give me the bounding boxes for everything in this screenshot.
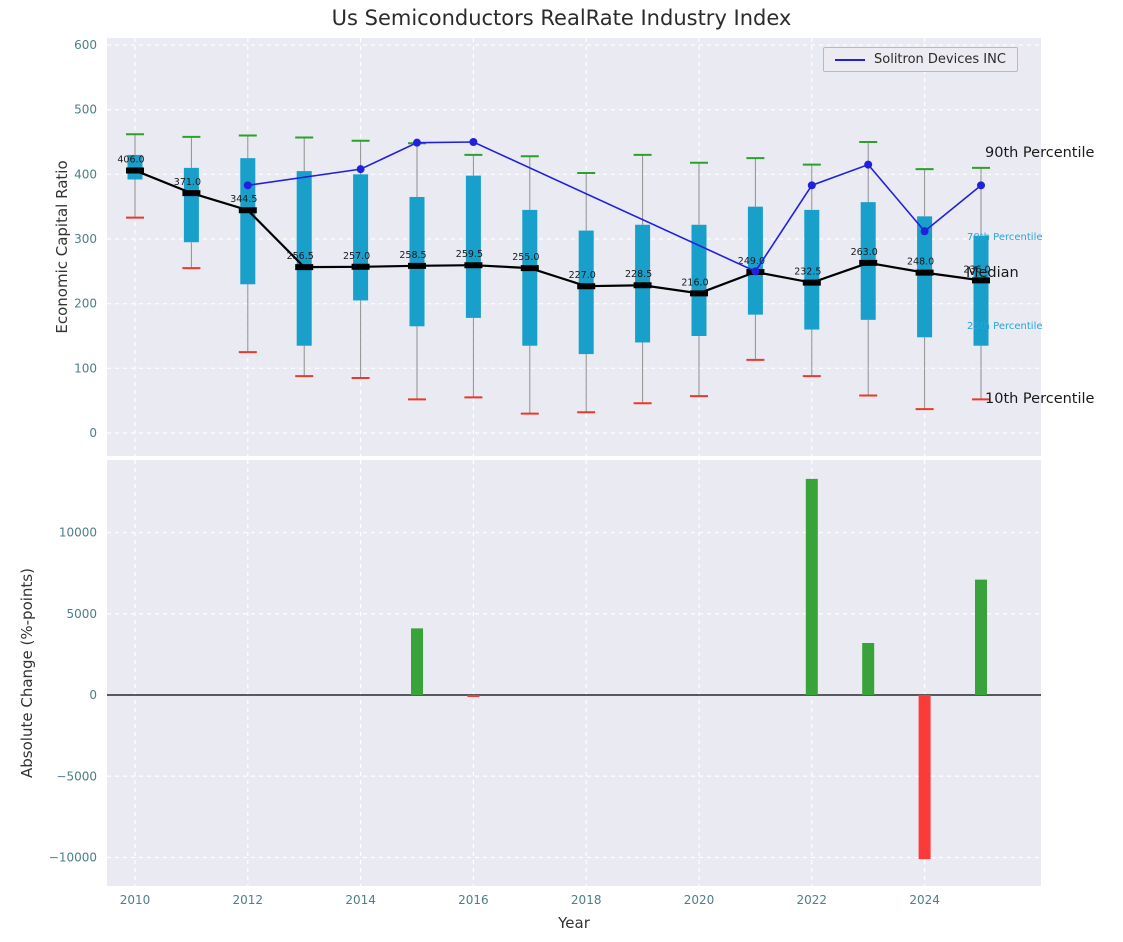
median-value-label: 228.5 — [625, 269, 652, 280]
solitron-point — [751, 267, 760, 276]
x-tick-label: 2010 — [120, 893, 151, 907]
legend: Solitron Devices INC — [823, 47, 1018, 72]
top-y-tick-label: 500 — [74, 103, 97, 117]
median-value-label: 406.0 — [117, 154, 144, 165]
iqr-box — [747, 206, 763, 315]
bottom-panel-bg — [107, 460, 1041, 886]
change-bar — [805, 478, 818, 695]
solitron-point — [243, 181, 252, 190]
iqr-box — [240, 158, 256, 285]
iqr-box — [183, 167, 199, 243]
iqr-box — [353, 174, 369, 301]
median-value-label: 232.5 — [794, 267, 821, 278]
top-y-axis-label: Economic Capital Ratio — [53, 160, 71, 334]
top-y-tick-label: 0 — [89, 426, 97, 440]
x-tick-label: 2012 — [233, 893, 264, 907]
iqr-box — [973, 235, 989, 346]
solitron-point — [356, 165, 365, 174]
median-value-label: 249.0 — [738, 256, 765, 267]
x-axis-label: Year — [558, 914, 590, 932]
iqr-box — [917, 216, 933, 338]
x-tick-label: 2018 — [571, 893, 602, 907]
bottom-y-tick-label: 10000 — [59, 526, 97, 540]
bottom-y-axis-label: Absolute Change (%-points) — [18, 568, 36, 778]
change-bar — [411, 628, 423, 695]
solitron-point — [807, 181, 816, 190]
top-y-tick-label: 300 — [74, 232, 97, 246]
x-tick-label: 2022 — [797, 893, 828, 907]
median-value-label: 248.0 — [907, 257, 934, 268]
iqr-box — [522, 209, 538, 346]
bottom-y-tick-label: −10000 — [49, 851, 97, 865]
change-bar — [918, 695, 931, 860]
change-bar — [862, 643, 875, 695]
bottom-y-tick-label: 0 — [89, 688, 97, 702]
top-y-tick-label: 100 — [74, 361, 97, 375]
solitron-point — [413, 138, 421, 147]
x-tick-label: 2024 — [909, 893, 940, 907]
median-value-label: 227.0 — [569, 270, 596, 281]
change-bar — [467, 695, 480, 697]
percentile-annotation: 70th Percentile — [967, 232, 1043, 243]
median-value-label: 344.5 — [230, 194, 257, 205]
iqr-box — [578, 230, 594, 355]
median-value-label: 255.0 — [512, 252, 539, 263]
percentile-annotation: 25th Percentile — [967, 320, 1043, 332]
x-tick-label: 2014 — [345, 893, 376, 907]
percentile-annotation: 10th Percentile — [985, 390, 1095, 407]
iqr-box — [465, 175, 481, 318]
top-panel-bg — [107, 38, 1041, 456]
iqr-box — [804, 209, 820, 330]
legend-line-sample — [835, 58, 865, 61]
chart-title: Us Semiconductors RealRate Industry Inde… — [331, 6, 792, 30]
bottom-y-tick-label: −5000 — [56, 769, 97, 783]
median-value-label: 263.0 — [851, 247, 878, 258]
x-tick-label: 2020 — [684, 893, 715, 907]
solitron-point — [977, 181, 985, 190]
change-bar — [975, 579, 987, 695]
median-value-label: 216.0 — [681, 277, 708, 288]
top-y-tick-label: 400 — [74, 167, 97, 181]
percentile-annotation: 90th Percentile — [985, 144, 1095, 161]
solitron-point — [469, 138, 478, 146]
solitron-point — [920, 227, 929, 236]
median-value-label: 371.0 — [174, 177, 201, 188]
solitron-point — [864, 160, 873, 169]
median-value-label: 259.5 — [456, 249, 483, 260]
median-value-label: 236.0 — [963, 264, 990, 275]
x-tick-label: 2016 — [458, 893, 489, 907]
median-line — [134, 169, 982, 295]
bottom-y-tick-label: 5000 — [66, 607, 97, 621]
median-value-label: 256.5 — [287, 251, 314, 262]
legend-label: Solitron Devices INC — [874, 52, 1006, 67]
top-y-tick-label: 200 — [74, 297, 97, 311]
percentile-annotation: Median — [966, 265, 1019, 282]
iqr-box — [691, 224, 707, 336]
top-y-tick-label: 600 — [74, 38, 97, 52]
iqr-box — [296, 171, 312, 346]
iqr-box — [409, 196, 425, 327]
median-value-label: 257.0 — [343, 251, 370, 262]
median-value-label: 258.5 — [399, 250, 426, 261]
